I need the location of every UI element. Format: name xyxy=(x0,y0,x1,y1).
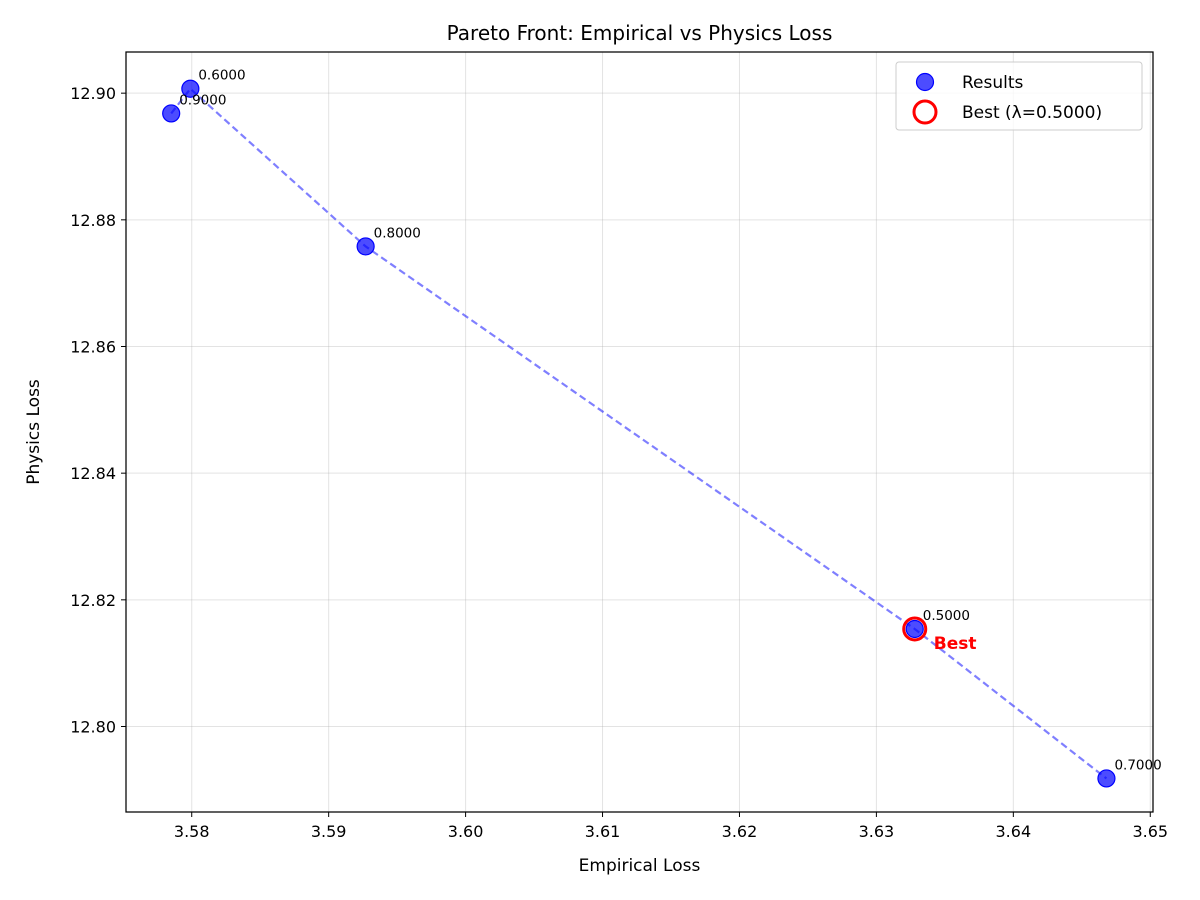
plot-frame xyxy=(125,51,1154,813)
point-label: 0.6000 xyxy=(198,68,245,84)
y-axis-label: Physics Loss xyxy=(24,379,44,485)
y-tick-label: 12.82 xyxy=(70,591,116,610)
data-point xyxy=(356,237,375,256)
legend-marker-results xyxy=(915,72,935,92)
point-label: 0.5000 xyxy=(923,608,970,624)
points-layer xyxy=(162,79,1116,788)
x-tick-label: 3.58 xyxy=(174,822,210,841)
x-tick-label: 3.65 xyxy=(1132,822,1168,841)
point-label: 0.8000 xyxy=(374,225,421,241)
y-tick-label: 12.90 xyxy=(70,84,116,103)
legend-label-results: Results xyxy=(962,73,1024,93)
y-tick-label: 12.88 xyxy=(70,211,116,230)
pareto-line xyxy=(170,87,1108,780)
legend-box xyxy=(895,61,1143,131)
point-labels-layer: 0.9000 0.6000 0.8000 0.5000 0.7000 Best xyxy=(179,68,1162,774)
x-axis-label: Empirical Loss xyxy=(579,856,701,876)
x-tick-label: 3.59 xyxy=(311,822,347,841)
ticks-layer: 3.58 3.59 3.60 3.61 3.62 3.63 3.64 3.65 12.80 12.… xyxy=(70,84,1168,841)
x-tick-label: 3.63 xyxy=(859,822,895,841)
data-point xyxy=(181,79,200,98)
best-annotation: Best xyxy=(934,634,977,654)
best-marker xyxy=(902,616,928,642)
chart-title: Pareto Front: Empirical vs Physics Loss xyxy=(447,21,833,45)
y-tick-label: 12.84 xyxy=(70,464,116,483)
data-point xyxy=(905,619,924,639)
y-tick-label: 12.86 xyxy=(70,338,116,357)
point-label: 0.9000 xyxy=(179,92,226,108)
grid xyxy=(126,52,1153,812)
data-point xyxy=(1097,769,1116,788)
legend-marker-best xyxy=(912,99,938,125)
data-point xyxy=(162,104,181,123)
legend-label-best: Best (λ=0.5000) xyxy=(962,103,1102,123)
point-label: 0.7000 xyxy=(1114,757,1161,773)
pareto-line-layer xyxy=(170,87,1108,780)
y-tick-label: 12.80 xyxy=(70,718,116,737)
legend: Results Best (λ=0.5000) xyxy=(895,61,1143,131)
x-tick-label: 3.64 xyxy=(996,822,1032,841)
x-tick-label: 3.61 xyxy=(585,822,621,841)
x-tick-label: 3.62 xyxy=(722,822,758,841)
x-tick-label: 3.60 xyxy=(448,822,484,841)
